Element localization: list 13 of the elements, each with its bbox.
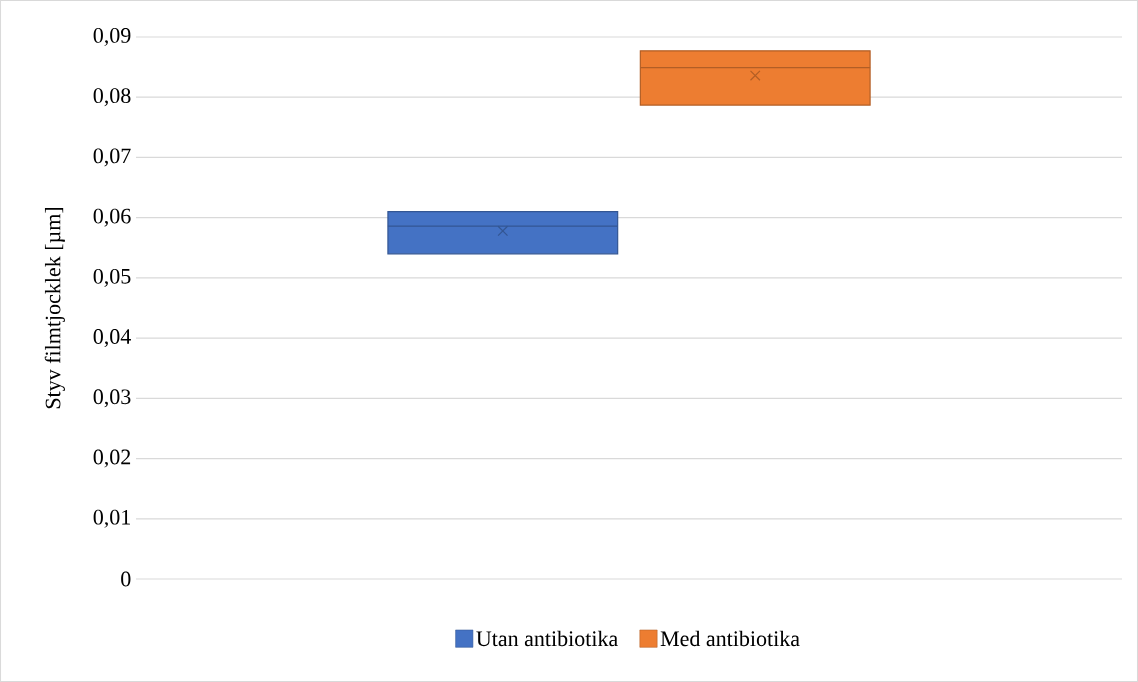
legend-label: Med antibiotika bbox=[660, 630, 800, 647]
y-tick-label: 0,08 bbox=[93, 88, 131, 107]
legend-label: Utan antibiotika bbox=[476, 630, 618, 647]
y-axis-title: Styv filmtjocklek [µm] bbox=[44, 207, 65, 409]
y-tick-label: 0,05 bbox=[93, 268, 131, 287]
y-tick-label: 0,06 bbox=[93, 208, 131, 227]
y-tick-label: 0,09 bbox=[93, 27, 131, 47]
y-tick-label: 0,03 bbox=[93, 389, 131, 408]
y-tick-label: 0 bbox=[121, 571, 131, 587]
y-tick-label: 0,04 bbox=[93, 329, 131, 348]
y-tick-label: 0,01 bbox=[93, 509, 130, 528]
y-tick-label: 0,02 bbox=[93, 449, 131, 468]
y-tick-label: 0,07 bbox=[93, 148, 131, 167]
